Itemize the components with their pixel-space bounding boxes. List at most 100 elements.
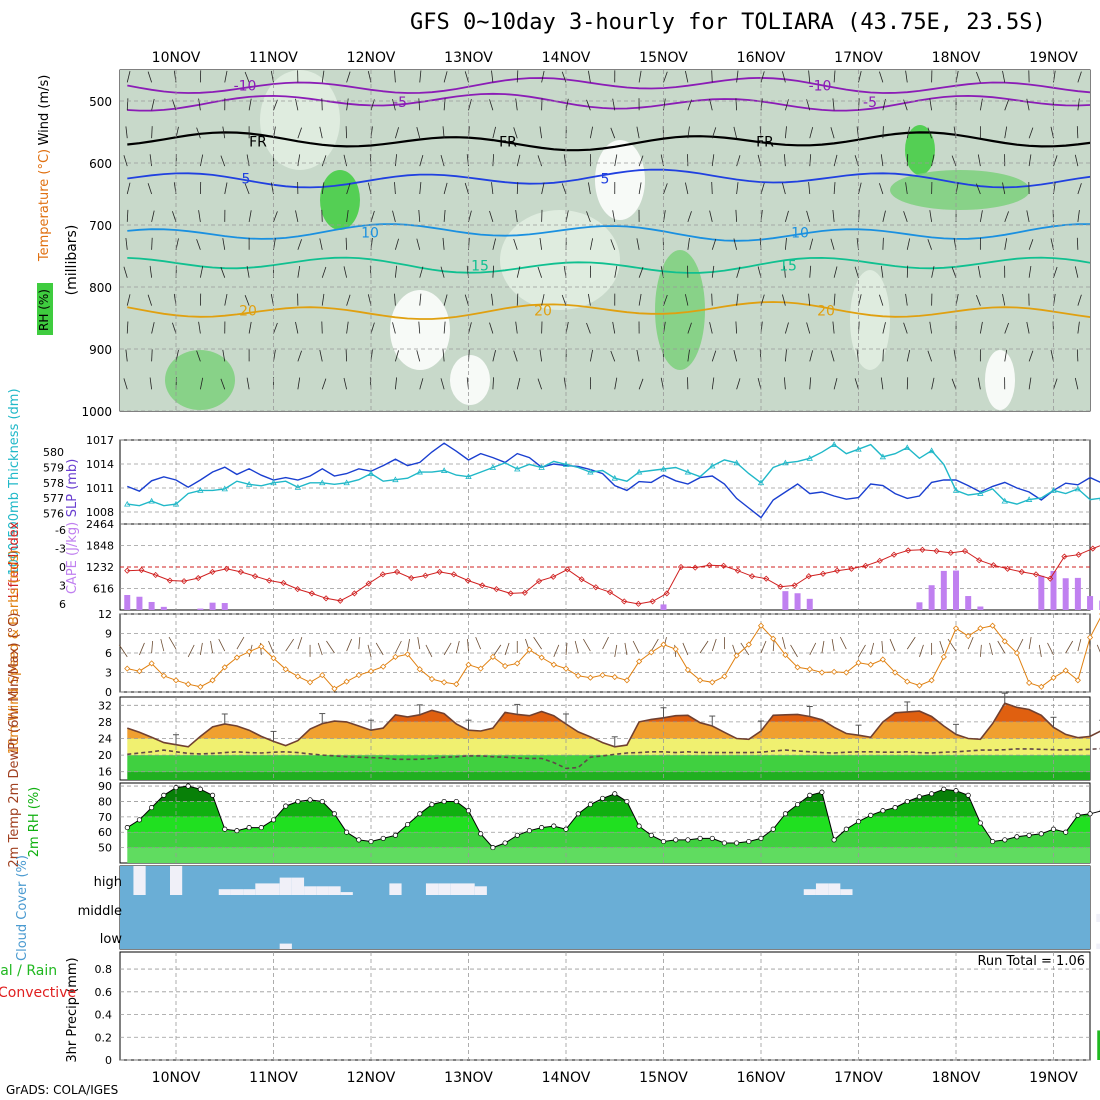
rh-shading bbox=[905, 125, 935, 175]
thickness-point bbox=[879, 453, 887, 460]
cloud-bar-high bbox=[438, 883, 451, 895]
wind-barb-10m bbox=[583, 638, 591, 652]
wind-barb bbox=[443, 209, 446, 222]
rh-shading bbox=[320, 170, 360, 230]
wind-barb bbox=[394, 350, 399, 362]
wind-barb-10m bbox=[711, 638, 717, 652]
lifted-index-point bbox=[1004, 565, 1011, 572]
wind-barb-10m bbox=[1047, 642, 1054, 656]
wind-barb bbox=[687, 238, 690, 250]
lifted-index-point bbox=[905, 547, 912, 554]
isotherm-label: -5 bbox=[393, 95, 407, 111]
wind-barb bbox=[273, 211, 278, 223]
wind-barb bbox=[736, 266, 741, 278]
wind-barb-10m bbox=[1077, 638, 1082, 652]
wind-barb bbox=[222, 126, 226, 139]
wind-barb bbox=[220, 267, 226, 278]
wind-barb-10m bbox=[346, 638, 352, 652]
wind-barb bbox=[513, 238, 518, 250]
wind-barb bbox=[638, 182, 642, 195]
wind-barb bbox=[199, 266, 204, 278]
wind-barb bbox=[1053, 378, 1058, 390]
lifted-index-point bbox=[947, 549, 954, 556]
wind-barb bbox=[539, 349, 543, 362]
thickness-tick-label: 578 bbox=[43, 477, 64, 490]
wind-barb bbox=[951, 267, 957, 278]
wind-barb bbox=[687, 126, 690, 139]
wind-speed-point bbox=[221, 664, 228, 671]
wind-speed-point bbox=[952, 625, 960, 632]
rh-tick-label: 70 bbox=[98, 811, 112, 824]
wind-speed-point bbox=[501, 662, 509, 670]
cape-bar bbox=[160, 606, 167, 610]
wind-barb bbox=[561, 71, 567, 83]
wind-speed-point bbox=[331, 685, 338, 692]
wind-barb bbox=[416, 238, 421, 250]
wind-barb bbox=[1004, 349, 1008, 362]
wind-barb bbox=[321, 378, 327, 390]
rh-point bbox=[965, 792, 971, 798]
wind-barb bbox=[808, 293, 811, 306]
wind-speed-point bbox=[489, 653, 496, 660]
wind-barb bbox=[468, 210, 472, 223]
wind-barb bbox=[394, 377, 397, 390]
isotherm-line bbox=[127, 256, 1090, 274]
lifted-index-line bbox=[127, 545, 1100, 605]
rh-point bbox=[124, 825, 130, 831]
rh-legend-swatch bbox=[37, 283, 53, 335]
lifted-index-point bbox=[692, 564, 699, 571]
date-label-top: 10NOV bbox=[152, 50, 201, 66]
lifted-index-point bbox=[223, 565, 230, 572]
wind-speed-point bbox=[770, 635, 777, 642]
rh-point bbox=[636, 823, 642, 829]
wind-barb bbox=[468, 322, 472, 334]
wind-barb bbox=[248, 98, 252, 111]
rh-point bbox=[807, 792, 813, 798]
thickness-point bbox=[270, 479, 277, 486]
temp-line bbox=[127, 702, 1100, 748]
wind-barb bbox=[638, 155, 644, 167]
cape-bar bbox=[124, 594, 131, 610]
wind-speed-point bbox=[611, 673, 618, 681]
lifted-index-axis-label: Lifted Index bbox=[7, 521, 22, 598]
wind-barb bbox=[198, 210, 201, 222]
wind-barb-10m bbox=[989, 642, 993, 656]
isotherm-label: FR bbox=[249, 134, 267, 150]
isotherm-label: -5 bbox=[863, 95, 877, 111]
isotherm-label: 5 bbox=[242, 172, 251, 188]
wind-barb-10m bbox=[326, 640, 335, 654]
wind-barb-10m bbox=[1028, 637, 1032, 650]
cloud-bar-high bbox=[218, 889, 231, 895]
wind-barb-10m bbox=[919, 644, 924, 658]
rh-point bbox=[1038, 831, 1044, 837]
wind-speed-point bbox=[453, 681, 460, 688]
wind-barb bbox=[440, 154, 445, 167]
rh-shading bbox=[450, 355, 490, 405]
isotherm-label: 20 bbox=[817, 304, 835, 320]
lifted-index-point bbox=[195, 574, 202, 582]
wind-barb bbox=[1076, 126, 1079, 139]
wind-barb-10m bbox=[858, 644, 866, 658]
thickness-tick-label: 577 bbox=[43, 492, 64, 505]
chart-text: 10NOV 10NOV 11NOV 11NOV 12NOV 12NOV 13NOV 13NOV… bbox=[0, 50, 1085, 1086]
lifted-index-point bbox=[550, 573, 557, 580]
wind-barb-10m bbox=[772, 639, 775, 652]
cloud-bar-low bbox=[279, 943, 292, 949]
cape-tick-label: 1232 bbox=[86, 561, 114, 574]
date-label-bottom: 11NOV bbox=[249, 1070, 298, 1086]
wind-barb bbox=[491, 293, 494, 306]
rh-band bbox=[127, 847, 1090, 863]
wind-barb bbox=[663, 183, 668, 195]
wind-barb-10m bbox=[809, 642, 817, 656]
rh-point bbox=[441, 798, 447, 805]
lifted-index-point bbox=[1089, 545, 1096, 552]
wind-barb bbox=[419, 70, 422, 83]
cloud-bar-high bbox=[267, 883, 280, 895]
wind-barb bbox=[419, 182, 422, 195]
wind-barb bbox=[346, 71, 351, 83]
rh-band bbox=[127, 801, 1090, 817]
wind-barb bbox=[297, 127, 302, 139]
thickness-point bbox=[1001, 497, 1008, 504]
wind-speed-point bbox=[977, 625, 984, 632]
cape-bar bbox=[1050, 570, 1057, 610]
